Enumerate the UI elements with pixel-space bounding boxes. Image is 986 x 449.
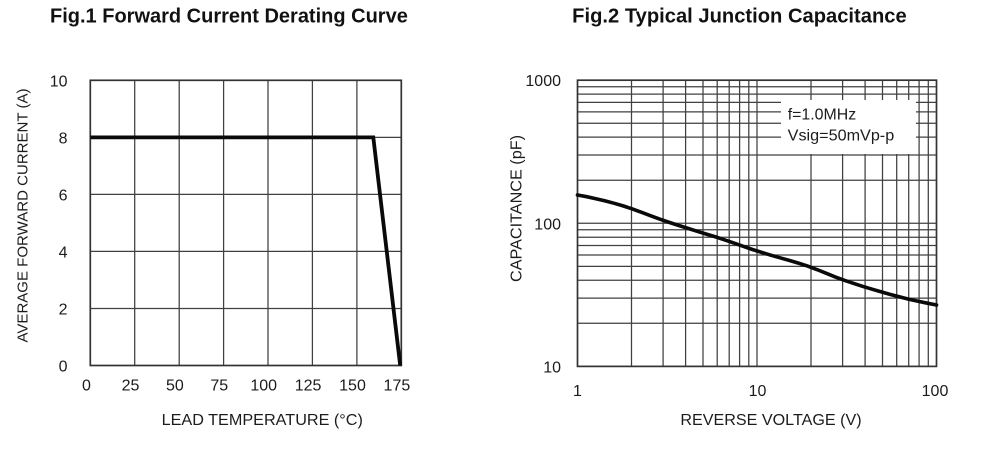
- svg-text:0: 0: [59, 359, 68, 376]
- svg-text:50: 50: [166, 378, 184, 395]
- svg-text:100: 100: [922, 383, 949, 400]
- svg-text:AVERAGE FORWARD CURRENT (A): AVERAGE FORWARD CURRENT (A): [15, 88, 32, 342]
- svg-text:100: 100: [250, 378, 277, 395]
- svg-text:2: 2: [59, 302, 68, 319]
- svg-text:25: 25: [122, 378, 140, 395]
- svg-text:Fig.1 Forward Current Derating: Fig.1 Forward Current Derating Curve: [50, 6, 408, 28]
- svg-text:10: 10: [50, 73, 68, 90]
- svg-text:10: 10: [543, 359, 561, 376]
- svg-text:6: 6: [59, 187, 68, 204]
- svg-text:LEAD TEMPERATURE (°C): LEAD TEMPERATURE (°C): [162, 412, 363, 429]
- svg-text:Fig.2 Typical Junction Capacit: Fig.2 Typical Junction Capacitance: [572, 6, 907, 28]
- svg-text:4: 4: [59, 244, 68, 261]
- svg-text:0: 0: [82, 378, 91, 395]
- svg-text:175: 175: [384, 378, 411, 395]
- svg-text:CAPACITANCE (pF): CAPACITANCE (pF): [509, 135, 526, 282]
- svg-text:f=1.0MHz: f=1.0MHz: [788, 106, 857, 123]
- svg-text:10: 10: [749, 383, 767, 400]
- svg-text:75: 75: [210, 378, 228, 395]
- svg-text:100: 100: [534, 216, 561, 233]
- svg-text:8: 8: [59, 130, 68, 147]
- svg-text:1: 1: [573, 383, 582, 400]
- svg-text:REVERSE VOLTAGE (V): REVERSE VOLTAGE (V): [680, 412, 861, 429]
- svg-text:1000: 1000: [525, 73, 561, 90]
- svg-text:125: 125: [295, 378, 322, 395]
- svg-text:Vsig=50mVp-p: Vsig=50mVp-p: [788, 128, 895, 145]
- svg-text:150: 150: [339, 378, 366, 395]
